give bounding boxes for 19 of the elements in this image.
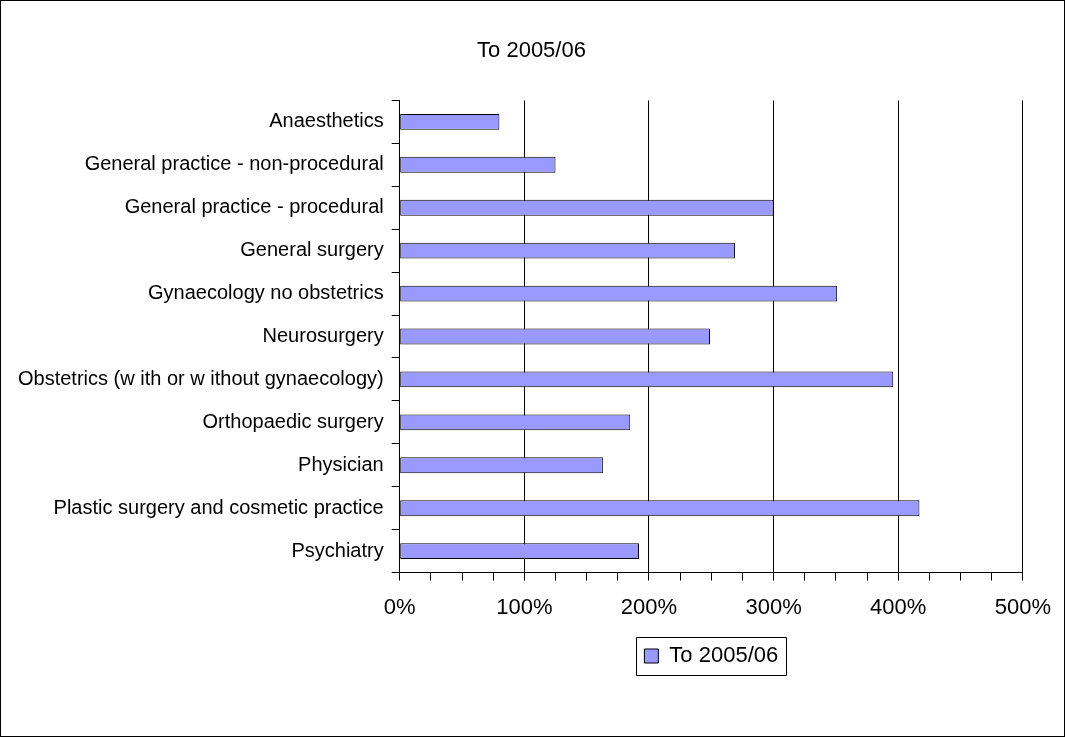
- y-tick-label: General surgery: [240, 238, 384, 261]
- y-tick-label: Physician: [298, 452, 384, 475]
- y-tick-label: General practice - procedural: [124, 195, 384, 218]
- y-tick-label: Orthopaedic surgery: [202, 409, 384, 432]
- y-tick-label: Neurosurgery: [262, 324, 384, 347]
- x-tick-label: 500%: [994, 593, 1052, 619]
- y-tick-label: General practice - non-procedural: [84, 152, 384, 175]
- y-tick-label: Plastic surgery and cosmetic practice: [53, 495, 384, 518]
- y-tick-label: Anaesthetics: [269, 109, 384, 132]
- legend-label: To 2005/06: [669, 642, 779, 668]
- x-tick-label: 100%: [496, 593, 553, 619]
- y-tick-label: Obstetrics (w ith or w ithout gynaecology): [18, 366, 384, 389]
- x-tick-label: 200%: [620, 593, 678, 619]
- chart-title: To 2005/06: [477, 37, 586, 63]
- x-tick-label: 0%: [383, 593, 416, 619]
- y-tick-label: Gynaecology no obstetrics: [148, 281, 384, 304]
- x-tick-label: 300%: [745, 593, 802, 619]
- x-tick-label: 400%: [870, 593, 927, 619]
- y-tick-label: Psychiatry: [291, 538, 384, 561]
